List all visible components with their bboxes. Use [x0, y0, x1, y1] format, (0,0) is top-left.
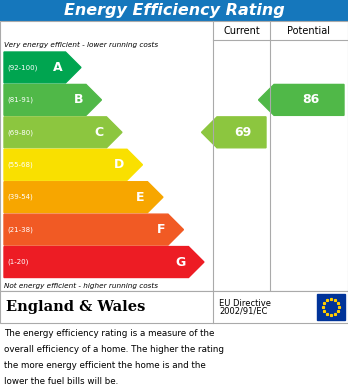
Text: D: D: [114, 158, 124, 171]
Text: (69-80): (69-80): [7, 129, 33, 136]
Text: lower the fuel bills will be.: lower the fuel bills will be.: [4, 377, 118, 386]
Text: A: A: [53, 61, 63, 74]
Text: B: B: [73, 93, 83, 106]
Text: F: F: [157, 223, 165, 236]
Text: England & Wales: England & Wales: [6, 300, 145, 314]
Text: (92-100): (92-100): [7, 64, 37, 71]
Polygon shape: [4, 117, 122, 148]
Text: (21-38): (21-38): [7, 226, 33, 233]
Polygon shape: [4, 214, 183, 245]
Text: (55-68): (55-68): [7, 161, 33, 168]
Text: Current: Current: [223, 25, 260, 36]
Text: 2002/91/EC: 2002/91/EC: [219, 306, 267, 315]
Text: C: C: [94, 126, 103, 139]
Text: Potential: Potential: [287, 25, 331, 36]
Text: 69: 69: [235, 126, 252, 139]
Text: Energy Efficiency Rating: Energy Efficiency Rating: [64, 3, 284, 18]
Text: G: G: [175, 256, 185, 269]
Bar: [0, 21, 348, 291]
Polygon shape: [4, 52, 81, 83]
Text: (1-20): (1-20): [7, 259, 29, 265]
Polygon shape: [259, 84, 344, 115]
Polygon shape: [4, 247, 204, 278]
Text: The energy efficiency rating is a measure of the: The energy efficiency rating is a measur…: [4, 329, 214, 338]
Text: (81-91): (81-91): [7, 97, 33, 103]
Text: Very energy efficient - lower running costs: Very energy efficient - lower running co…: [4, 42, 158, 48]
Text: the more energy efficient the home is and the: the more energy efficient the home is an…: [4, 361, 206, 370]
Text: (39-54): (39-54): [7, 194, 33, 201]
Polygon shape: [4, 84, 102, 115]
Text: EU Directive: EU Directive: [219, 299, 271, 308]
Text: Not energy efficient - higher running costs: Not energy efficient - higher running co…: [4, 283, 158, 289]
Bar: [0, 291, 348, 323]
Text: E: E: [136, 191, 144, 204]
Bar: [317, 294, 345, 320]
Polygon shape: [201, 117, 266, 148]
Polygon shape: [4, 182, 163, 213]
Text: 86: 86: [302, 93, 319, 106]
Polygon shape: [4, 149, 142, 180]
Bar: [0, 0, 348, 21]
Text: overall efficiency of a home. The higher the rating: overall efficiency of a home. The higher…: [4, 345, 224, 354]
